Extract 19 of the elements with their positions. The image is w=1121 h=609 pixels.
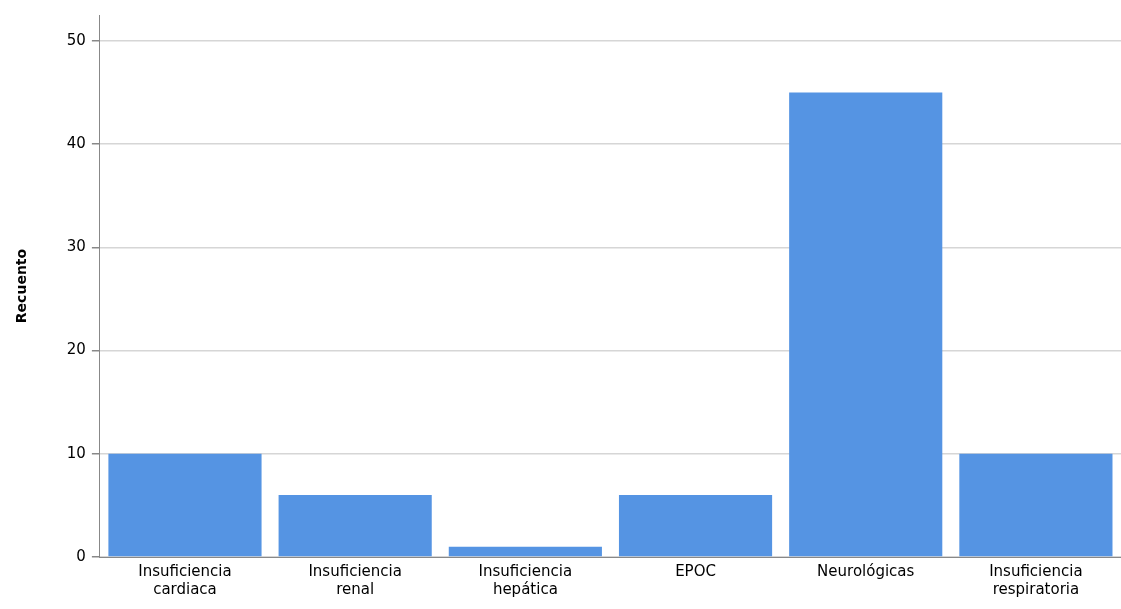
- x-tick-label: Insuficiencia cardiaca: [138, 561, 232, 598]
- y-tick-label: 50: [66, 30, 86, 49]
- y-tick-label: 30: [66, 237, 86, 256]
- bar: [618, 495, 773, 557]
- y-tick-label: 20: [66, 340, 86, 359]
- x-tick-label: Neurológicas: [817, 561, 915, 580]
- x-tick-label: EPOC: [675, 561, 716, 580]
- bar: [959, 453, 1113, 557]
- bar: [789, 92, 943, 557]
- bar: [108, 453, 262, 557]
- y-tick-label: 10: [66, 443, 86, 462]
- y-tick-label: 40: [66, 133, 86, 152]
- x-tick-label: Insuficiencia renal: [308, 561, 402, 598]
- x-tick-label: Insuficiencia respiratoria: [989, 561, 1083, 598]
- y-tick-label: 0: [76, 546, 86, 565]
- bar: [278, 495, 432, 557]
- bar: [448, 546, 602, 557]
- x-tick-label: Insuficiencia hepática: [478, 561, 573, 598]
- y-axis-title: Recuento: [13, 248, 30, 324]
